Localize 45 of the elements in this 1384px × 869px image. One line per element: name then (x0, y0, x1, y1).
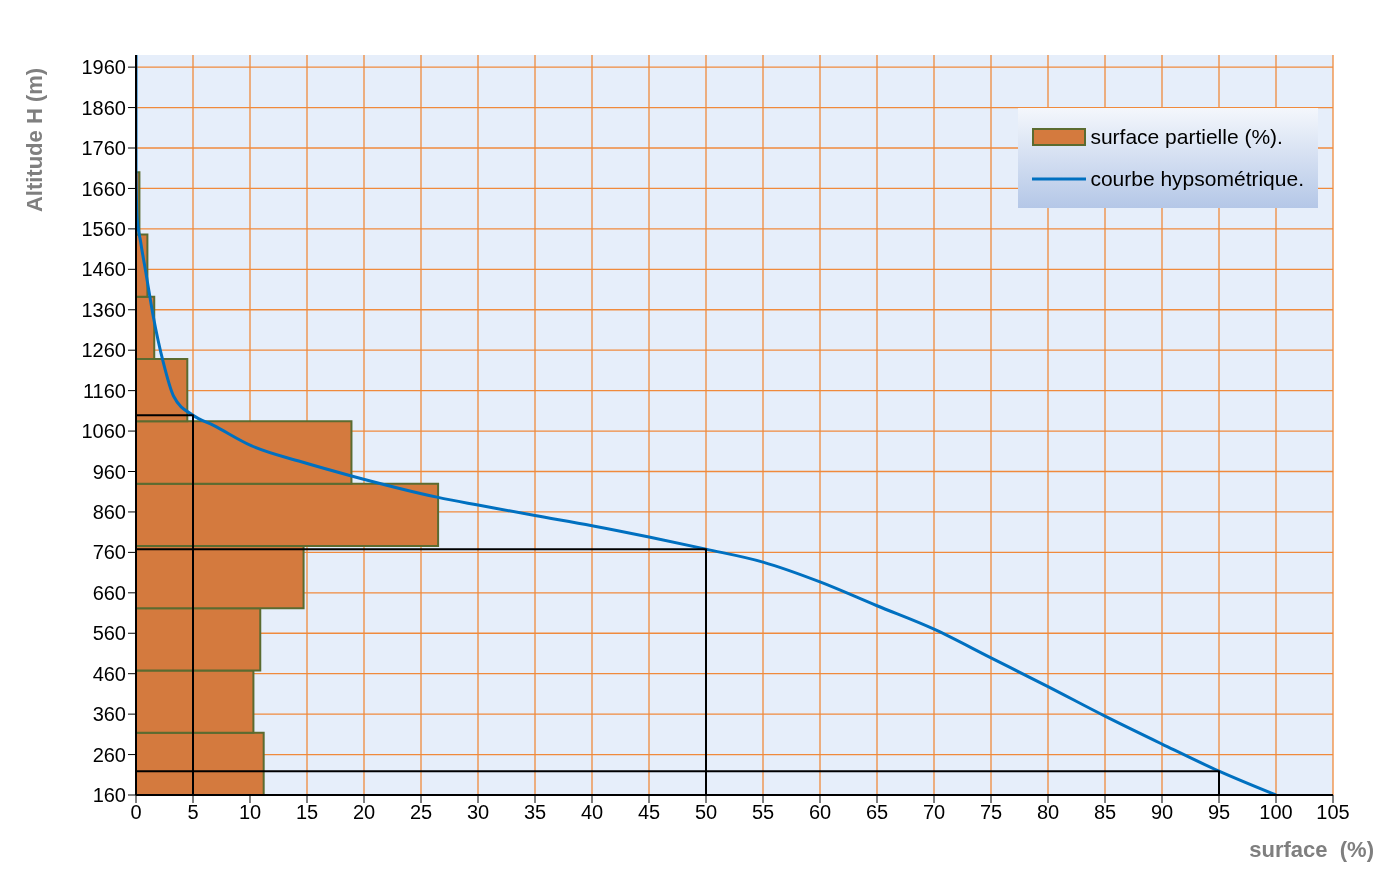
x-tick-label: 85 (1093, 801, 1117, 824)
y-tick-label: 1560 (81, 217, 126, 240)
x-tick-label: 40 (580, 801, 604, 824)
x-axis-title: surface (%) (1249, 837, 1374, 863)
x-tick-label: 80 (1036, 801, 1060, 824)
x-tick-label: 100 (1259, 801, 1293, 824)
y-tick-label: 1060 (81, 420, 126, 443)
y-tick-label: 360 (92, 703, 126, 726)
x-tick-label: 75 (979, 801, 1003, 824)
x-tick-label: 105 (1316, 801, 1350, 824)
x-tick-label: 25 (409, 801, 433, 824)
x-tick-label: 50 (694, 801, 718, 824)
y-tick-label: 1660 (81, 177, 126, 200)
y-tick-label: 260 (92, 743, 126, 766)
x-tick-label: 95 (1207, 801, 1231, 824)
x-tick-label: 90 (1150, 801, 1174, 824)
y-tick-label: 1360 (81, 298, 126, 321)
x-tick-label: 70 (922, 801, 946, 824)
y-tick-label: 660 (92, 581, 126, 604)
y-tick-label: 1960 (81, 56, 126, 79)
x-tick-label: 20 (352, 801, 376, 824)
x-tick-label: 30 (466, 801, 490, 824)
y-tick-label: 1760 (81, 137, 126, 160)
legend-label: surface partielle (%). (1090, 125, 1283, 149)
y-tick-label: 860 (92, 501, 126, 524)
y-tick-label: 160 (92, 784, 126, 807)
x-tick-label: 15 (295, 801, 319, 824)
y-tick-label: 960 (92, 460, 126, 483)
y-tick-label: 1260 (81, 339, 126, 362)
x-tick-label: 60 (808, 801, 832, 824)
x-tick-label: 0 (130, 801, 142, 824)
x-tick-label: 65 (865, 801, 889, 824)
legend-label: courbe hypsométrique. (1090, 167, 1304, 191)
y-axis-title: Altitude H (m) (22, 67, 48, 213)
x-tick-label: 10 (238, 801, 262, 824)
y-tick-label: 560 (92, 622, 126, 645)
x-tick-label: 45 (637, 801, 661, 824)
y-tick-label: 1860 (81, 96, 126, 119)
x-tick-label: 5 (187, 801, 199, 824)
y-tick-label: 1460 (81, 258, 126, 281)
x-tick-label: 55 (751, 801, 775, 824)
x-tick-label: 35 (523, 801, 547, 824)
y-tick-label: 760 (92, 541, 126, 564)
y-tick-label: 460 (92, 662, 126, 685)
y-tick-label: 1160 (82, 379, 126, 402)
